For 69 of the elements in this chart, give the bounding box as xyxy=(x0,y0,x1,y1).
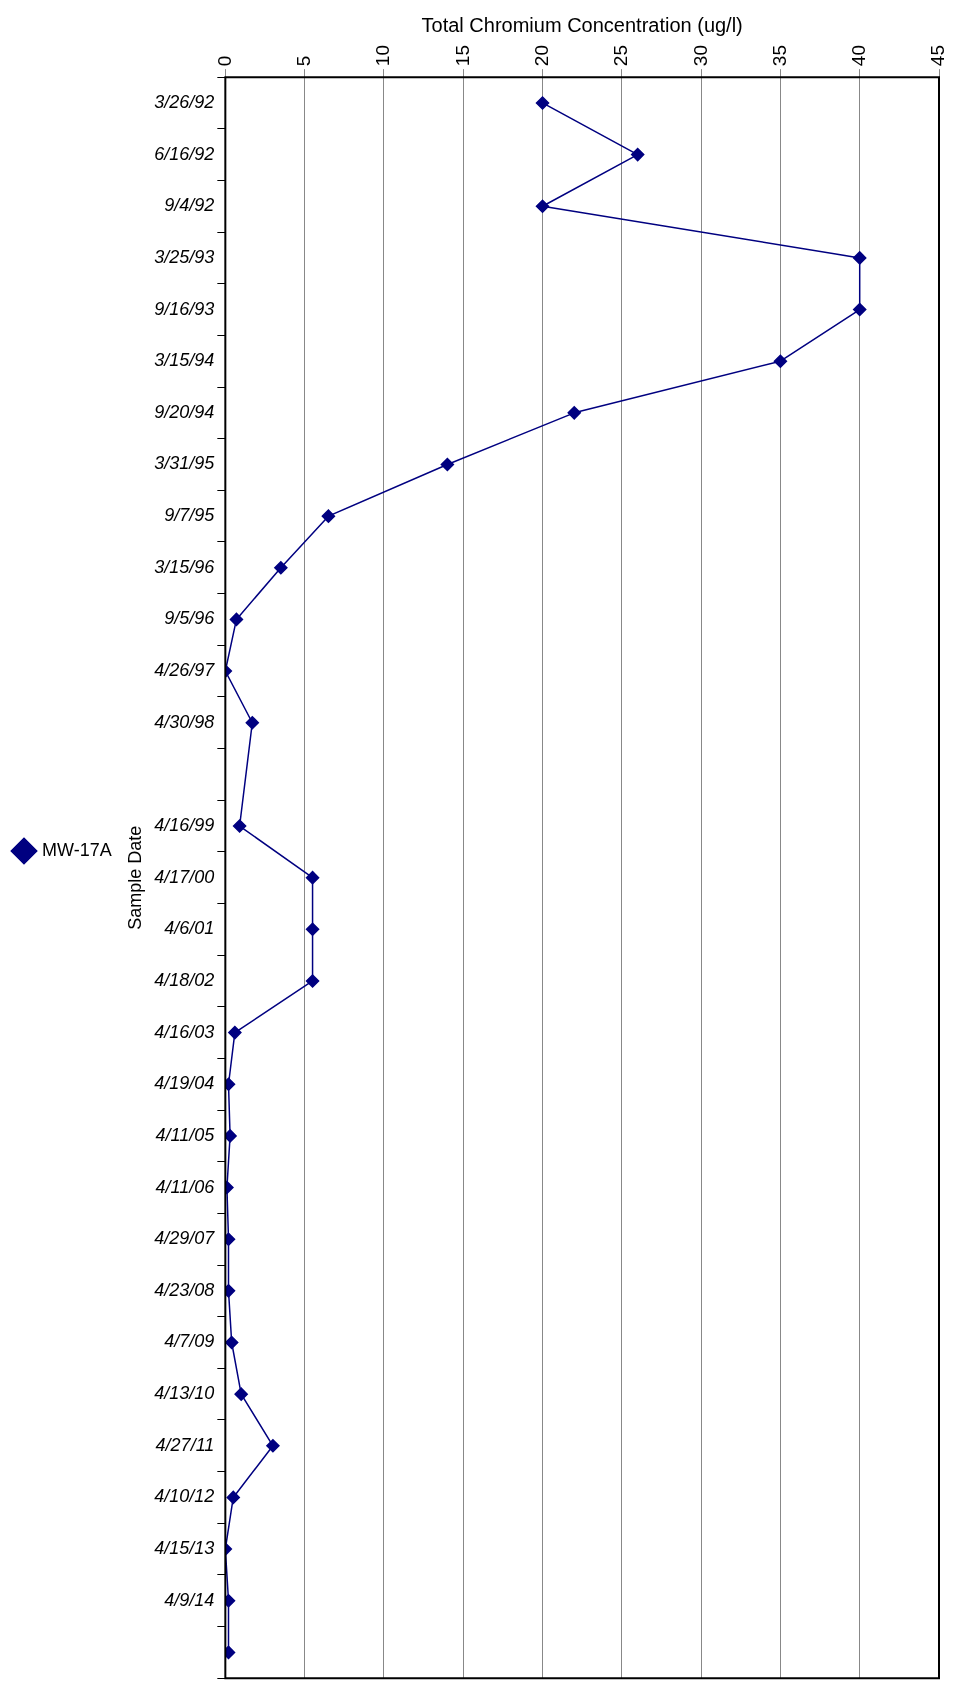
point xyxy=(228,1025,242,1040)
point xyxy=(266,1439,280,1453)
y-tick-label: 3/26/92 xyxy=(154,91,215,112)
point xyxy=(225,1232,236,1246)
y-tick-label: 4/13/10 xyxy=(154,1383,215,1404)
x-tick-label: 30 xyxy=(689,44,711,67)
y-tick-label: 4/19/04 xyxy=(154,1073,215,1094)
x-tick-label: 15 xyxy=(451,44,473,67)
point xyxy=(305,974,320,988)
point xyxy=(305,870,320,885)
legend-label: MW-17A xyxy=(42,839,112,860)
y-tick-label: 4/6/01 xyxy=(164,918,215,939)
y-tick-label: 9/7/95 xyxy=(164,505,216,526)
y-tick-label: 4/16/99 xyxy=(154,815,215,836)
point xyxy=(567,406,581,420)
y-tick-label: 4/9/14 xyxy=(164,1589,215,1610)
x-tick-label: 5 xyxy=(293,55,315,67)
x-tick-label: 0 xyxy=(213,55,235,67)
point xyxy=(852,251,867,265)
point xyxy=(305,922,320,937)
point xyxy=(852,302,867,317)
point xyxy=(773,354,788,368)
point xyxy=(225,1335,239,1350)
y-tick-label: 9/16/93 xyxy=(154,298,215,319)
y-tick-label: 4/29/07 xyxy=(154,1228,216,1249)
y-tick-label: 4/11/06 xyxy=(155,1176,216,1197)
x-tick-label: 20 xyxy=(530,44,552,67)
point xyxy=(232,819,247,833)
y-tick-label: 4/23/08 xyxy=(154,1279,215,1300)
point xyxy=(440,457,455,472)
y-tick-label: 3/25/93 xyxy=(154,246,215,267)
y-tick-label: 4/30/98 xyxy=(154,711,215,732)
y-tick-label: 3/31/95 xyxy=(154,453,216,474)
y-axis-title: Sample Date xyxy=(125,825,146,930)
y-tick-label: 4/17/00 xyxy=(154,866,215,887)
x-tick-label: 10 xyxy=(372,44,394,67)
x-axis-title: Total Chromium Concentration (ug/l) xyxy=(421,13,743,36)
y-tick-label: 4/7/09 xyxy=(164,1331,215,1352)
x-tick-label: 25 xyxy=(610,44,632,67)
point xyxy=(225,1645,236,1660)
y-tick-label: 4/26/97 xyxy=(154,660,216,681)
point xyxy=(274,561,288,575)
x-tick-label: 45 xyxy=(927,44,949,67)
point xyxy=(535,96,550,110)
point xyxy=(234,1387,248,1401)
y-tick-label: 9/5/96 xyxy=(164,608,216,629)
point xyxy=(226,1490,241,1505)
y-tick-label: 4/15/13 xyxy=(154,1538,215,1559)
point xyxy=(630,147,645,162)
point xyxy=(225,1077,236,1092)
x-tick-label: 35 xyxy=(768,44,790,67)
point xyxy=(321,509,336,523)
point xyxy=(225,1593,236,1608)
point xyxy=(225,1284,236,1298)
y-tick-label: 3/15/94 xyxy=(154,350,215,371)
y-tick-label: 4/11/05 xyxy=(155,1124,216,1145)
y-tick-label: 3/15/96 xyxy=(154,556,216,577)
point xyxy=(229,612,244,627)
point xyxy=(225,1129,237,1143)
y-tick-label: 4/27/11 xyxy=(155,1434,215,1455)
point xyxy=(245,715,260,730)
y-tick-label: 9/20/94 xyxy=(154,401,215,422)
y-tick-label: 6/16/92 xyxy=(154,143,215,164)
y-tick-label: 4/10/12 xyxy=(154,1486,215,1507)
point xyxy=(535,199,550,213)
y-tick-label: 9/4/92 xyxy=(164,195,215,216)
y-tick-label: 4/18/02 xyxy=(154,969,215,990)
x-tick-label: 40 xyxy=(848,44,870,67)
y-tick-label: 4/16/03 xyxy=(154,1021,215,1042)
